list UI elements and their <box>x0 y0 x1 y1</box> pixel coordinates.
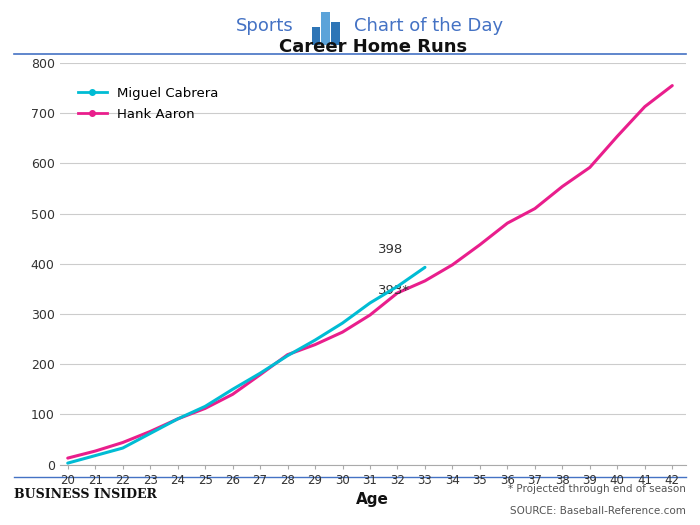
Text: Sports: Sports <box>237 17 294 36</box>
Title: Career Home Runs: Career Home Runs <box>279 38 467 56</box>
Bar <box>331 22 340 45</box>
Bar <box>312 27 320 45</box>
Text: * Projected through end of season: * Projected through end of season <box>508 484 686 494</box>
Bar <box>321 12 330 45</box>
Text: Chart of the Day: Chart of the Day <box>354 17 503 36</box>
Legend: Miguel Cabrera, Hank Aaron: Miguel Cabrera, Hank Aaron <box>72 82 224 126</box>
Text: SOURCE: Baseball-Reference.com: SOURCE: Baseball-Reference.com <box>510 506 686 516</box>
Text: BUSINESS INSIDER: BUSINESS INSIDER <box>14 488 157 500</box>
Text: 398: 398 <box>378 243 403 256</box>
X-axis label: Age: Age <box>356 492 389 507</box>
Text: 393*: 393* <box>378 284 410 297</box>
